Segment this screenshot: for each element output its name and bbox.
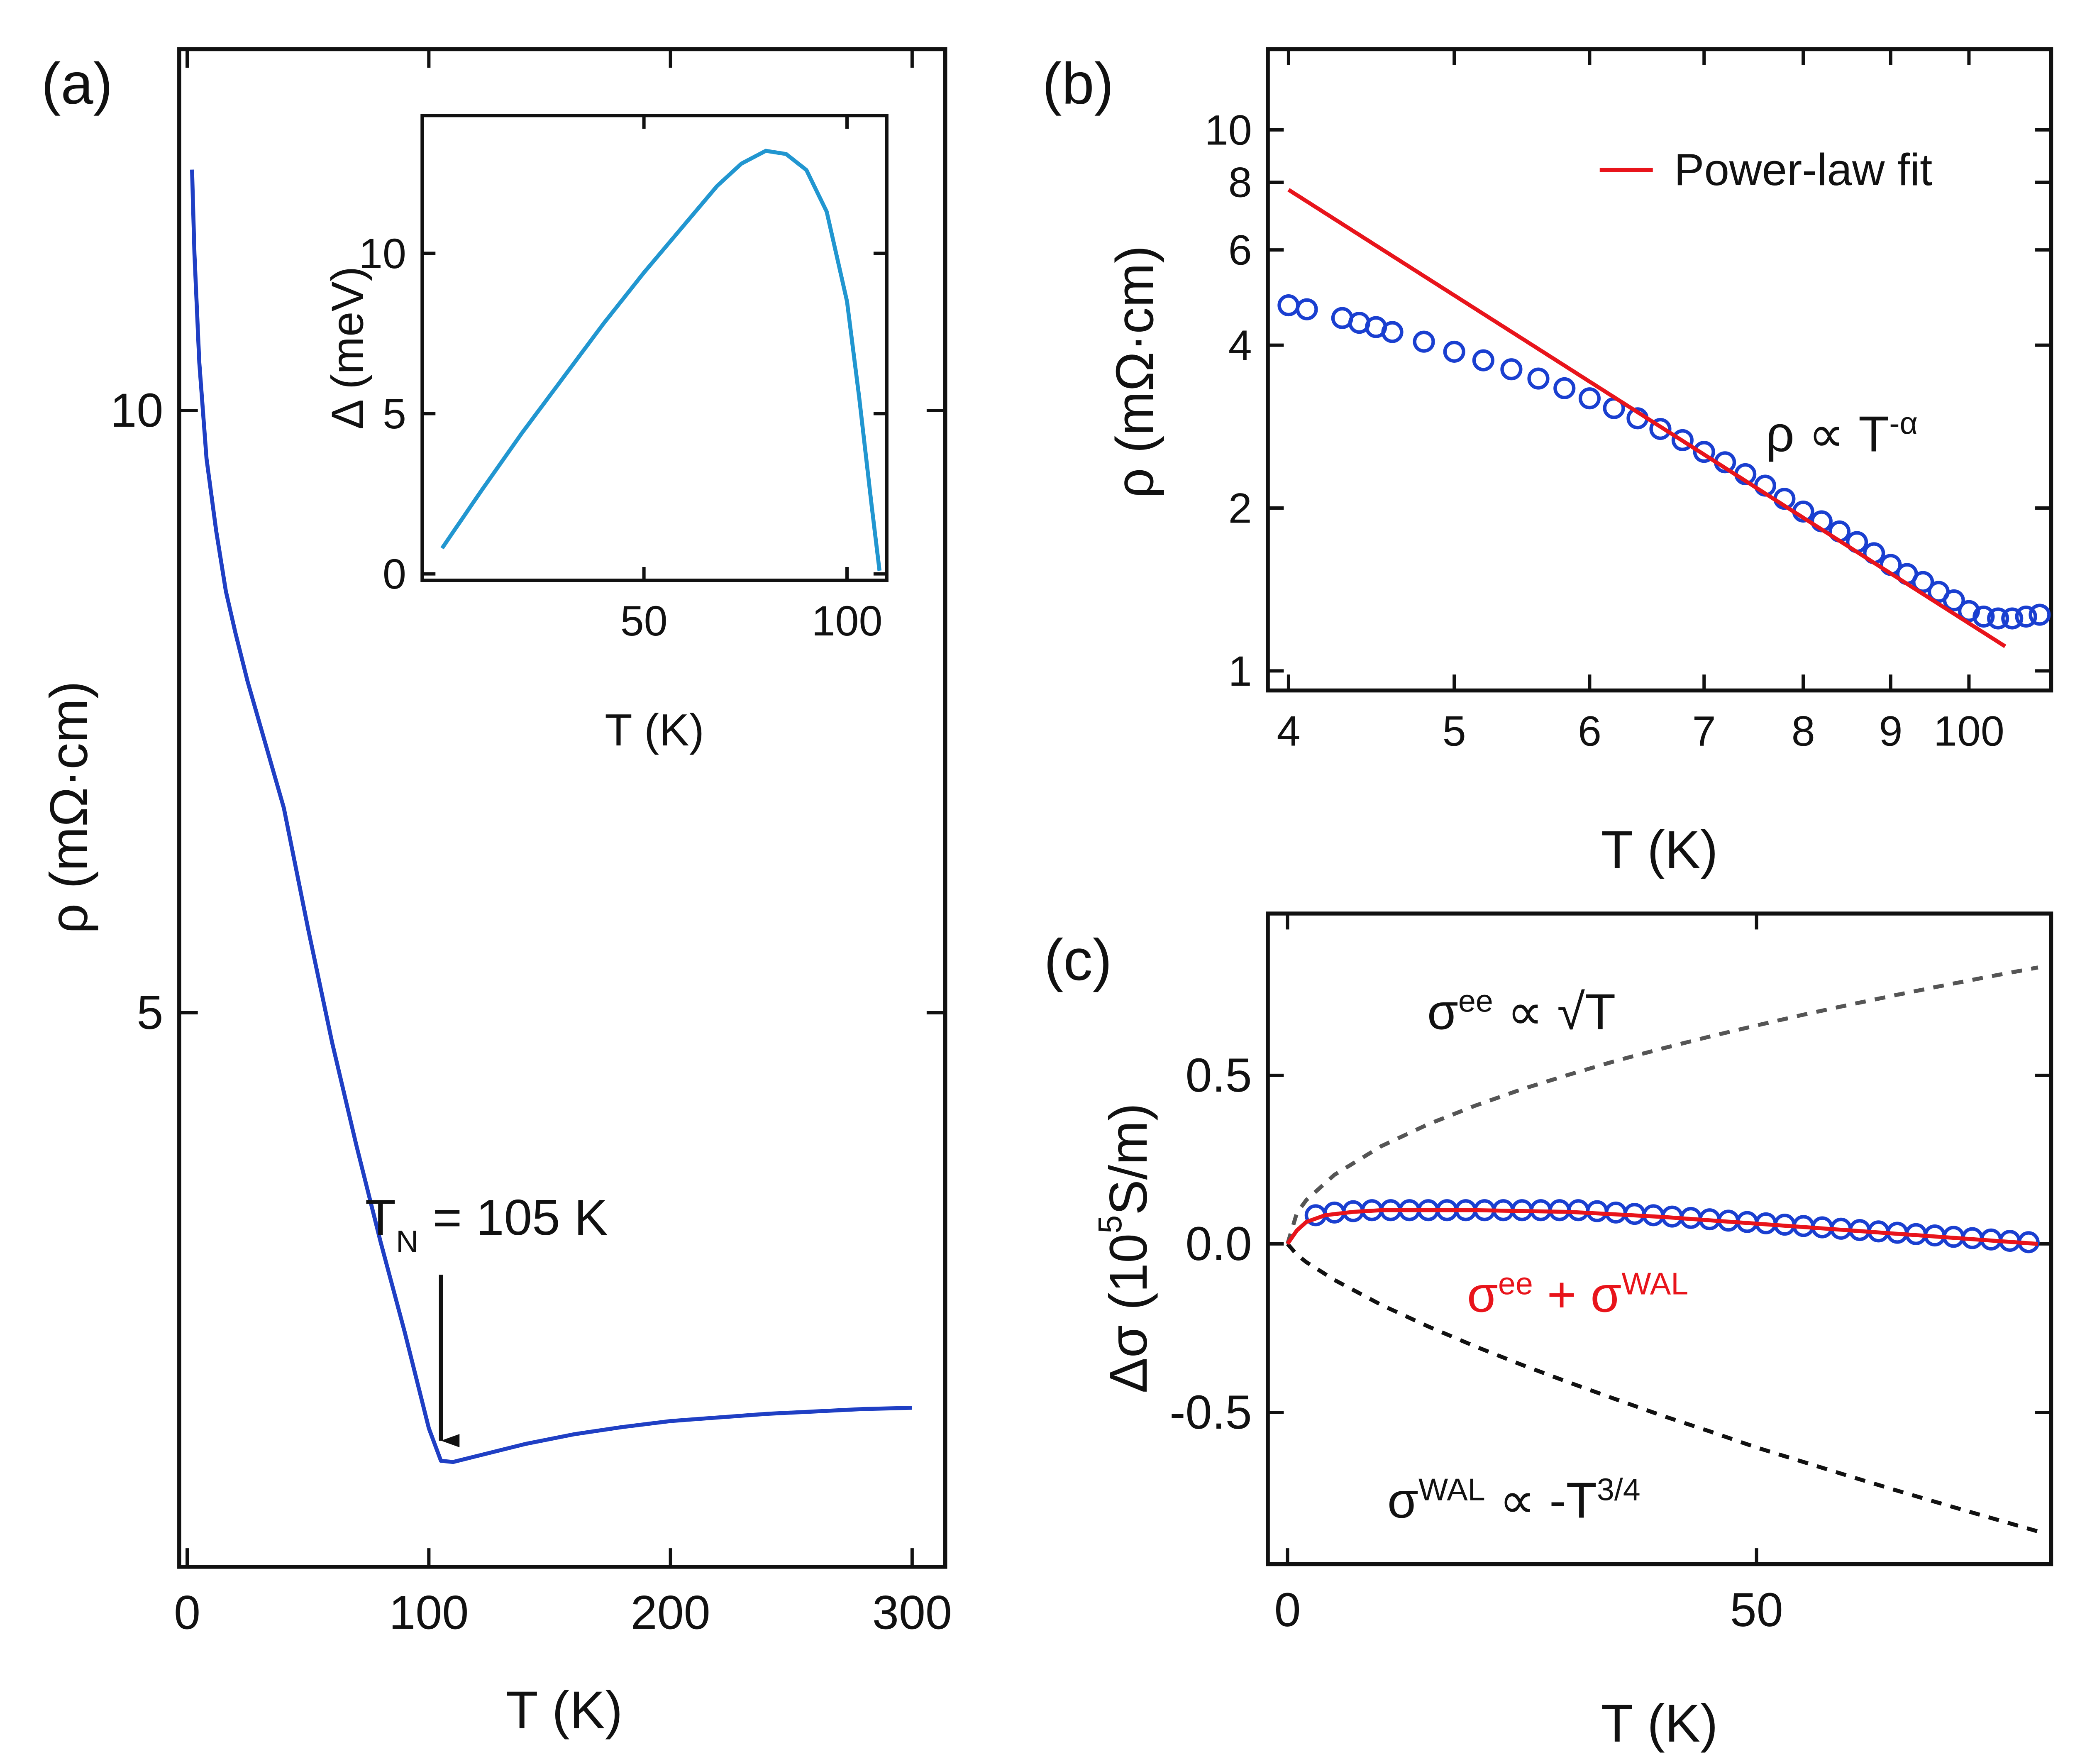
text-part: ∝ √T <box>1493 983 1616 1040</box>
text-part: WAL <box>1621 1266 1688 1301</box>
y-tick-label: 6 <box>1228 226 1252 274</box>
data-point <box>1912 571 1934 593</box>
x-axis-label: T (K) <box>506 1681 623 1740</box>
text-part: 5 <box>1091 1215 1128 1234</box>
inset-frame <box>420 114 889 582</box>
text-part: = 105 K <box>418 1189 608 1246</box>
x-tick-label: 50 <box>1730 1583 1783 1637</box>
y-tick-label: -0.5 <box>1169 1386 1252 1439</box>
data-point <box>1500 358 1523 381</box>
data-point <box>1443 340 1465 363</box>
panel-label: (c) <box>1044 927 1112 992</box>
data-point <box>1943 589 1965 612</box>
text-part: Δσ (10 <box>1099 1234 1158 1393</box>
y-tick-label: 0.0 <box>1186 1217 1252 1270</box>
x-tick-label: 0 <box>174 1586 200 1639</box>
data-point <box>1671 429 1694 451</box>
dashed-curve <box>1285 965 2038 1245</box>
curve <box>1287 188 2007 648</box>
plot-frame <box>1266 47 2053 693</box>
curve <box>190 169 913 1464</box>
annotation: σee ∝ √T <box>1427 983 1616 1040</box>
legend-label: Power-law fit <box>1674 145 1932 195</box>
annotation: σee + σWAL <box>1467 1266 1688 1323</box>
text-part: σ <box>1427 983 1458 1040</box>
data-point <box>1381 321 1404 343</box>
text-part: N <box>396 1224 419 1259</box>
data-point <box>1527 367 1550 390</box>
text-part: + σ <box>1533 1266 1622 1323</box>
data-point <box>2029 603 2051 626</box>
curve <box>1286 1208 2038 1246</box>
data-point <box>1296 298 1318 320</box>
y-axis-label: ρ (mΩ·cm) <box>1106 245 1165 498</box>
text-part: ee <box>1498 1266 1533 1301</box>
text-part: ∝ -T <box>1485 1472 1597 1529</box>
y-tick-label: 0.5 <box>1186 1049 1252 1102</box>
text-part: WAL <box>1418 1472 1485 1507</box>
y-tick-label: 5 <box>137 986 163 1039</box>
data-point <box>1987 607 2009 630</box>
y-axis-label: Δ (meV) <box>323 266 373 430</box>
x-axis-label: T (K) <box>1601 1694 1718 1753</box>
y-tick-label: 10 <box>359 230 406 277</box>
annotation: σWAL ∝ -T3/4 <box>1387 1472 1640 1529</box>
y-tick-label: 4 <box>1228 321 1252 369</box>
x-tick-label: 0 <box>1274 1583 1301 1637</box>
y-tick-label: 2 <box>1228 484 1252 532</box>
x-tick-label: 5 <box>1443 707 1466 755</box>
y-tick-label: 1 <box>1228 647 1252 695</box>
data-point <box>1972 605 1995 628</box>
x-tick-label: 300 <box>872 1586 952 1639</box>
data-point <box>1693 441 1715 463</box>
x-tick-label: 100 <box>812 597 883 645</box>
y-tick-label: 10 <box>1205 106 1252 154</box>
data-point <box>1472 349 1494 371</box>
text-part: ρ ∝ T <box>1766 406 1889 462</box>
x-axis-label: T (K) <box>605 705 704 755</box>
y-axis-label: Δσ (105S/m) <box>1091 1103 1158 1393</box>
data-point <box>1578 387 1601 410</box>
data-point <box>2015 605 2037 628</box>
x-tick-label: 6 <box>1578 707 1601 755</box>
x-axis-label: T (K) <box>1601 820 1718 880</box>
text-part: 3/4 <box>1597 1472 1640 1507</box>
text-part: T <box>365 1189 396 1246</box>
y-tick-label: 10 <box>110 384 163 437</box>
x-tick-label: 100 <box>1933 707 2004 755</box>
y-tick-label: 5 <box>383 390 406 437</box>
data-point <box>1413 330 1435 353</box>
curve <box>440 149 882 571</box>
x-tick-label: 9 <box>1879 707 1902 755</box>
data-point <box>1649 418 1672 440</box>
text-part: -α <box>1889 406 1918 441</box>
annotation: TN = 105 K <box>365 1189 608 1259</box>
x-tick-label: 50 <box>620 597 668 645</box>
text-part: ee <box>1458 983 1493 1018</box>
annotation: ρ ∝ T-α <box>1766 406 1918 462</box>
x-tick-label: 4 <box>1277 707 1300 755</box>
text-part: S/m) <box>1099 1103 1158 1215</box>
text-part: σ <box>1387 1472 1418 1529</box>
dashed-curve <box>1286 1242 2039 1534</box>
y-axis-label: ρ (mΩ·cm) <box>39 681 99 934</box>
y-tick-label: 0 <box>383 550 406 598</box>
panel-label: (a) <box>42 51 113 116</box>
x-tick-label: 100 <box>389 1586 469 1639</box>
panel-label: (b) <box>1042 51 1114 116</box>
data-point <box>1553 377 1576 399</box>
x-tick-label: 7 <box>1692 707 1716 755</box>
x-tick-label: 200 <box>631 1586 710 1639</box>
plot-frame <box>1266 911 2053 1566</box>
data-point <box>2001 607 2024 630</box>
x-tick-label: 8 <box>1792 707 1815 755</box>
text-part: σ <box>1467 1266 1498 1323</box>
y-tick-label: 8 <box>1228 159 1252 206</box>
